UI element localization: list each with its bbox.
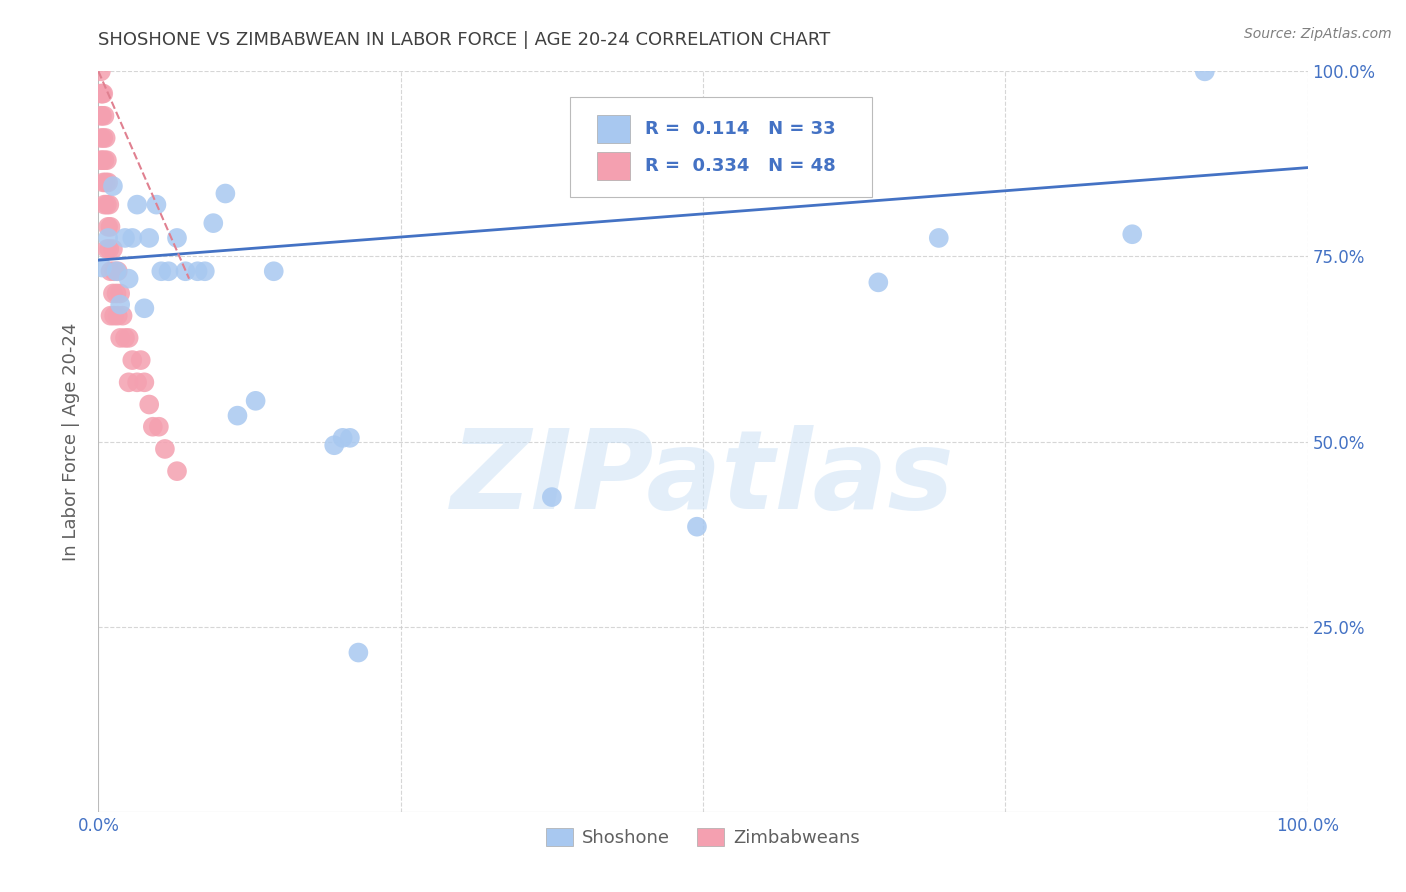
Point bbox=[118, 271, 141, 285]
Point bbox=[121, 353, 143, 368]
Point bbox=[127, 376, 149, 390]
Point bbox=[101, 286, 124, 301]
Point bbox=[98, 197, 121, 211]
Point bbox=[114, 331, 136, 345]
Point bbox=[540, 490, 562, 504]
Point bbox=[868, 276, 890, 290]
Point bbox=[101, 179, 124, 194]
Point bbox=[194, 264, 217, 278]
Point bbox=[100, 309, 122, 323]
Point bbox=[108, 286, 131, 301]
Point bbox=[91, 175, 114, 190]
Point bbox=[157, 264, 180, 278]
Point bbox=[121, 231, 143, 245]
Point bbox=[100, 264, 122, 278]
Point bbox=[94, 175, 117, 190]
FancyBboxPatch shape bbox=[596, 115, 630, 144]
Point bbox=[90, 87, 112, 101]
Point bbox=[187, 264, 209, 278]
Point bbox=[93, 109, 115, 123]
Point bbox=[150, 264, 173, 278]
Point bbox=[263, 264, 285, 278]
Text: R =  0.334   N = 48: R = 0.334 N = 48 bbox=[645, 157, 835, 175]
Point bbox=[202, 216, 225, 230]
Point bbox=[134, 376, 156, 390]
Point bbox=[91, 109, 114, 123]
Point bbox=[138, 398, 160, 412]
Point bbox=[105, 286, 128, 301]
Point bbox=[166, 231, 188, 245]
Point bbox=[91, 87, 114, 101]
Point bbox=[153, 442, 176, 456]
Point bbox=[103, 264, 125, 278]
Point bbox=[339, 431, 361, 445]
Point bbox=[1194, 64, 1216, 78]
Point bbox=[118, 331, 141, 345]
Point bbox=[107, 309, 129, 323]
Point bbox=[928, 231, 950, 245]
Point bbox=[134, 301, 156, 316]
Point bbox=[96, 242, 118, 256]
Point bbox=[111, 309, 134, 323]
Text: ZIPatlas: ZIPatlas bbox=[451, 425, 955, 532]
Point bbox=[100, 219, 122, 234]
FancyBboxPatch shape bbox=[596, 152, 630, 180]
Point bbox=[91, 87, 114, 101]
Point bbox=[105, 264, 128, 278]
Text: Source: ZipAtlas.com: Source: ZipAtlas.com bbox=[1244, 27, 1392, 41]
Point bbox=[90, 153, 112, 168]
Point bbox=[226, 409, 249, 423]
Point bbox=[142, 419, 165, 434]
Point bbox=[101, 242, 124, 256]
Point bbox=[323, 438, 346, 452]
Point bbox=[97, 219, 120, 234]
Point bbox=[91, 153, 114, 168]
Point bbox=[97, 231, 120, 245]
Point bbox=[91, 260, 114, 275]
Point bbox=[90, 109, 112, 123]
Point bbox=[91, 131, 114, 145]
Y-axis label: In Labor Force | Age 20-24: In Labor Force | Age 20-24 bbox=[62, 322, 80, 561]
Point bbox=[97, 175, 120, 190]
Point bbox=[98, 242, 121, 256]
Point bbox=[107, 264, 129, 278]
Point bbox=[686, 519, 709, 533]
Point bbox=[114, 231, 136, 245]
Point bbox=[332, 431, 354, 445]
FancyBboxPatch shape bbox=[569, 97, 872, 197]
Point bbox=[214, 186, 236, 201]
Point bbox=[129, 353, 152, 368]
Point bbox=[108, 331, 131, 345]
Point bbox=[174, 264, 197, 278]
Point bbox=[93, 197, 115, 211]
Text: R =  0.114   N = 33: R = 0.114 N = 33 bbox=[645, 120, 835, 138]
Point bbox=[93, 153, 115, 168]
Point bbox=[245, 393, 267, 408]
Point bbox=[148, 419, 170, 434]
Point bbox=[94, 131, 117, 145]
Point bbox=[127, 197, 149, 211]
Legend: Shoshone, Zimbabweans: Shoshone, Zimbabweans bbox=[538, 821, 868, 855]
Point bbox=[118, 376, 141, 390]
Point bbox=[1121, 227, 1143, 242]
Point bbox=[108, 297, 131, 311]
Point bbox=[103, 309, 125, 323]
Point bbox=[96, 197, 118, 211]
Point bbox=[90, 131, 112, 145]
Point bbox=[90, 64, 112, 78]
Point bbox=[166, 464, 188, 478]
Point bbox=[138, 231, 160, 245]
Text: SHOSHONE VS ZIMBABWEAN IN LABOR FORCE | AGE 20-24 CORRELATION CHART: SHOSHONE VS ZIMBABWEAN IN LABOR FORCE | … bbox=[98, 31, 831, 49]
Point bbox=[347, 646, 370, 660]
Point bbox=[96, 153, 118, 168]
Point bbox=[145, 197, 167, 211]
